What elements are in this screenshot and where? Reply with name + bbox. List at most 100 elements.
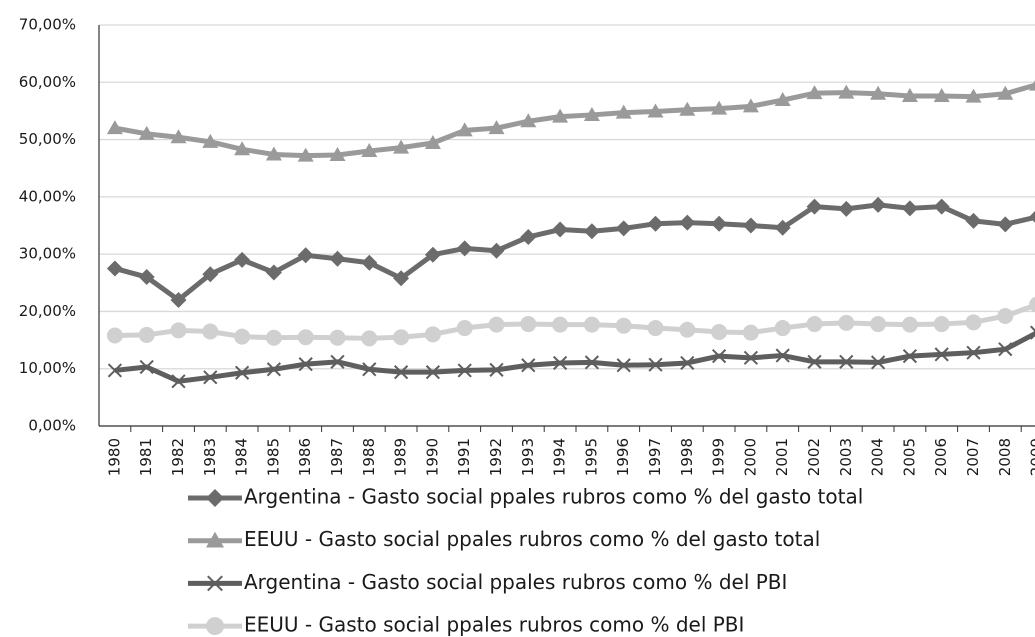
- marker: [265, 329, 282, 346]
- marker: [998, 342, 1013, 357]
- marker: [647, 320, 664, 337]
- marker: [583, 106, 600, 121]
- marker: [807, 354, 822, 369]
- marker: [488, 316, 505, 333]
- marker: [615, 104, 632, 119]
- marker: [520, 113, 537, 128]
- marker: [839, 354, 854, 369]
- x-tick-label: 1985: [264, 438, 282, 476]
- legend-label: Argentina - Gasto social ppales rubros c…: [244, 485, 863, 509]
- marker: [107, 363, 123, 378]
- marker: [203, 370, 218, 385]
- marker: [456, 122, 473, 137]
- marker: [361, 330, 378, 347]
- marker: [552, 355, 568, 371]
- x-tick-label: 1995: [582, 438, 600, 476]
- marker: [934, 347, 949, 362]
- marker: [106, 260, 123, 277]
- marker: [425, 365, 441, 380]
- marker: [742, 217, 759, 234]
- marker: [424, 135, 441, 150]
- marker: [361, 254, 378, 271]
- legend-marker: [206, 489, 224, 507]
- marker: [680, 355, 695, 371]
- marker: [457, 363, 472, 378]
- marker: [711, 324, 728, 341]
- marker: [521, 358, 536, 373]
- marker: [965, 212, 982, 229]
- marker: [139, 359, 154, 375]
- x-tick-label: 1989: [392, 438, 410, 476]
- x-tick-label: 2002: [805, 438, 823, 476]
- marker: [488, 120, 505, 135]
- marker: [1029, 211, 1035, 223]
- x-tick-label: 1988: [360, 438, 378, 476]
- y-tick-label: 20,00%: [19, 302, 76, 320]
- marker: [583, 223, 600, 240]
- marker: [424, 326, 441, 343]
- x-tick-label: 2003: [837, 438, 855, 476]
- x-tick-label: 2004: [869, 438, 887, 476]
- marker: [552, 221, 569, 238]
- marker: [838, 200, 855, 217]
- marker: [997, 308, 1014, 325]
- series-line: [114, 330, 1035, 384]
- marker: [170, 291, 187, 308]
- marker: [329, 329, 346, 346]
- x-tick-label: 1999: [710, 438, 728, 476]
- marker: [933, 88, 950, 103]
- marker: [616, 358, 631, 373]
- x-tick-label: 1983: [201, 438, 219, 476]
- marker: [202, 266, 219, 283]
- x-tick-label: 1987: [328, 438, 346, 476]
- marker: [362, 362, 377, 377]
- x-tick-label: 1992: [487, 438, 505, 476]
- marker: [330, 354, 345, 369]
- marker: [138, 125, 155, 140]
- marker: [966, 345, 981, 360]
- marker: [647, 103, 664, 118]
- legend-label: Argentina - Gasto social ppales rubros c…: [244, 570, 787, 594]
- marker: [870, 355, 886, 370]
- marker: [742, 324, 759, 341]
- marker: [806, 198, 823, 215]
- x-tick-label: 2005: [900, 438, 918, 476]
- x-tick-label: 1991: [455, 438, 473, 476]
- marker: [1029, 325, 1035, 340]
- marker: [583, 316, 600, 333]
- marker: [170, 129, 187, 144]
- marker: [997, 216, 1014, 233]
- marker: [806, 316, 823, 333]
- y-tick-label: 0,00%: [28, 417, 76, 435]
- marker: [711, 215, 728, 232]
- marker: [488, 242, 505, 259]
- x-tick-label: 1994: [551, 438, 569, 476]
- marker: [329, 250, 346, 267]
- x-tick-label: 2001: [773, 438, 791, 476]
- marker: [329, 147, 346, 162]
- x-tick-label: 1980: [105, 438, 123, 476]
- marker: [901, 88, 918, 103]
- marker: [265, 146, 282, 161]
- marker: [552, 316, 569, 333]
- marker: [138, 269, 155, 286]
- marker: [393, 365, 409, 380]
- marker: [838, 84, 855, 99]
- y-tick-label: 40,00%: [19, 187, 76, 205]
- marker: [774, 320, 791, 337]
- marker: [202, 323, 219, 340]
- marker: [265, 264, 282, 281]
- marker: [234, 328, 251, 345]
- marker: [742, 98, 759, 113]
- marker: [520, 316, 537, 333]
- x-tick-label: 2007: [964, 438, 982, 476]
- marker: [933, 316, 950, 333]
- x-tick-label: 1993: [519, 438, 537, 476]
- marker: [774, 92, 791, 107]
- marker: [520, 228, 537, 245]
- marker: [648, 357, 663, 372]
- marker: [965, 88, 982, 103]
- marker: [711, 100, 728, 115]
- y-tick-label: 70,00%: [19, 16, 76, 34]
